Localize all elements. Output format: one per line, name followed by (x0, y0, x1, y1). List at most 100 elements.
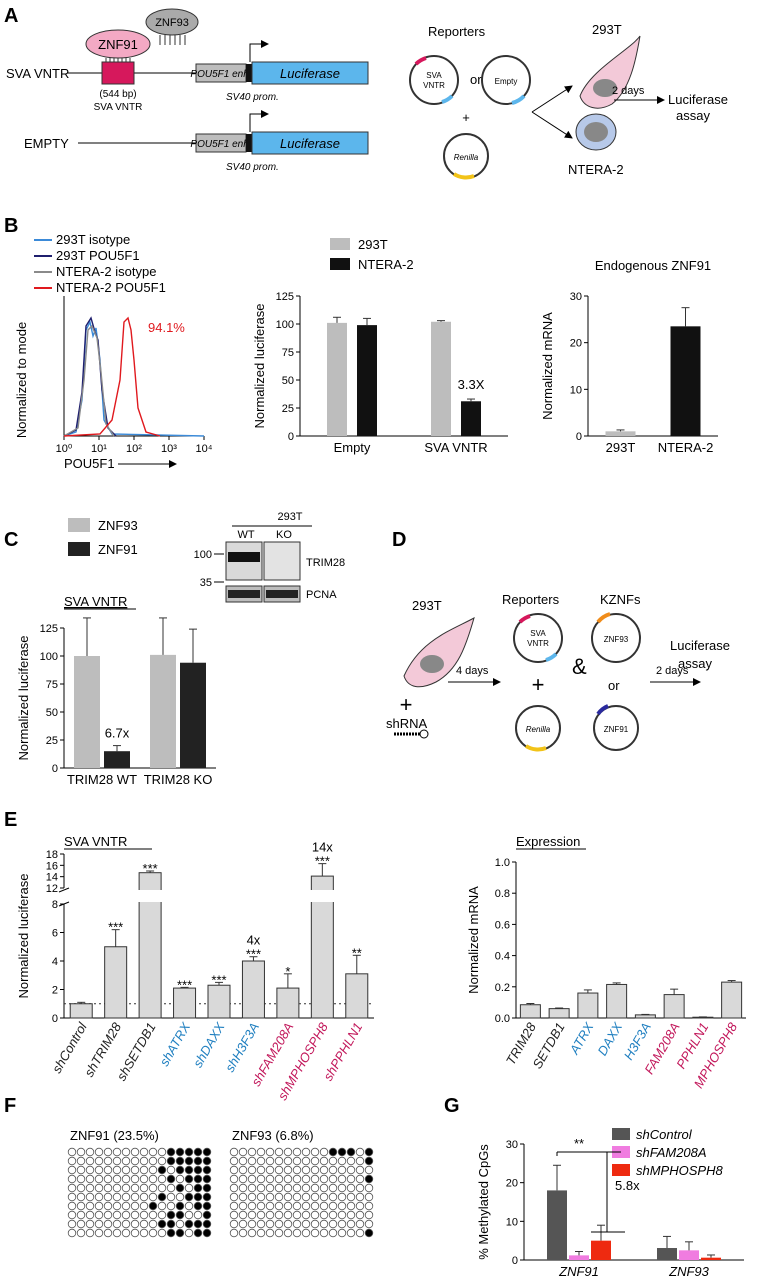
cpg-site (175, 1147, 185, 1157)
cpg-site (175, 1165, 185, 1175)
bar (679, 1250, 699, 1260)
bar (104, 946, 128, 1019)
cpg-site (121, 1219, 131, 1229)
cpg-site (265, 1165, 275, 1175)
cpg-site (139, 1147, 149, 1157)
cpg-site (274, 1156, 284, 1166)
cpg-site (202, 1219, 212, 1229)
cpg-site (229, 1147, 239, 1157)
cpg-site (283, 1183, 293, 1193)
y-tick-label: 75 (46, 679, 58, 691)
y-axis-label: Normalized mRNA (466, 886, 481, 994)
x-tick-label: shATRX (156, 1019, 193, 1069)
y-tick-label: 16 (46, 860, 58, 872)
plus-label: + (462, 110, 470, 125)
cpg-site (355, 1201, 365, 1211)
znf93-protein (145, 8, 199, 36)
cpg-site (184, 1201, 194, 1211)
cpg-site (292, 1210, 302, 1220)
flow-legend-item: 293T POU5F1 (56, 248, 140, 263)
cpg-site (85, 1228, 95, 1238)
panel-label-c: C (4, 529, 18, 551)
cpg-site (67, 1156, 77, 1166)
cpg-site (355, 1219, 365, 1229)
bar (670, 326, 701, 436)
sv40-label: SV40 prom. (226, 92, 279, 103)
cpg-site (337, 1228, 347, 1238)
znf93-fingers (159, 35, 186, 45)
panel-f: F ZNF91 (23.5%) ZNF93 (6.8%) (4, 1095, 374, 1238)
cpg-site (346, 1219, 356, 1229)
cpg-site (202, 1210, 212, 1220)
significance: * (285, 964, 290, 979)
cpg-site (229, 1210, 239, 1220)
y-axis-label: Normalized mRNA (540, 312, 555, 420)
cpg-site (283, 1156, 293, 1166)
cpg-site (157, 1201, 167, 1211)
cpg-site (175, 1156, 185, 1166)
flow-ylabel: Normalized to mode (14, 322, 29, 438)
panel-a: A ZNF93 ZNF91 SVA VNTR (544 bp) SVA VNTR… (4, 5, 728, 180)
cpg-site (247, 1192, 257, 1202)
cpg-site (346, 1228, 356, 1238)
cpg-site (130, 1192, 140, 1202)
lollipop-znf91 (67, 1147, 212, 1238)
flow-legend-item: 293T isotype (56, 232, 130, 247)
legend-label: shFAM208A (636, 1145, 707, 1160)
y-tick-label: 100 (276, 319, 294, 331)
cpg-site (292, 1165, 302, 1175)
cpg-site (166, 1174, 176, 1184)
cpg-site (121, 1147, 131, 1157)
cpg-site (292, 1147, 302, 1157)
cpg-site (148, 1219, 158, 1229)
bar (606, 983, 628, 1019)
cpg-site (175, 1210, 185, 1220)
cpg-site (301, 1192, 311, 1202)
cpg-site (148, 1165, 158, 1175)
cpg-site (193, 1219, 203, 1229)
cpg-site (112, 1219, 122, 1229)
cpg-site (292, 1156, 302, 1166)
luciferase-box (251, 61, 369, 85)
fold-annotation: 5.8x (615, 1178, 640, 1193)
y-tick-label: 50 (46, 707, 58, 719)
bar (721, 981, 743, 1019)
bar (663, 994, 685, 1019)
cpg-site (121, 1156, 131, 1166)
plasmid-empty (481, 55, 531, 105)
cpg-site (364, 1183, 374, 1193)
cpg-site (346, 1192, 356, 1202)
empty-construct-label: EMPTY (24, 136, 69, 151)
cpg-site (328, 1192, 338, 1202)
cpg-site (301, 1174, 311, 1184)
cpg-site (193, 1165, 203, 1175)
cpg-site (130, 1228, 140, 1238)
cpg-site (283, 1228, 293, 1238)
znf91-label: ZNF91 (98, 37, 138, 52)
legend-swatch (612, 1164, 630, 1176)
d-or: or (608, 678, 620, 693)
cpg-site (67, 1147, 77, 1157)
cpg-site (247, 1165, 257, 1175)
cpg-site (85, 1156, 95, 1166)
y-tick-label: 4 (52, 956, 58, 968)
cpg-site (76, 1192, 86, 1202)
d-cell (403, 616, 475, 688)
cpg-site (184, 1210, 194, 1220)
cpg-site (274, 1228, 284, 1238)
cpg-site (85, 1174, 95, 1184)
assay-label-1: Luciferase (668, 92, 728, 107)
fold-annotation: 3.3X (458, 377, 485, 392)
vntr-length: (544 bp) (99, 89, 136, 100)
cpg-site (76, 1219, 86, 1229)
cpg-site (364, 1228, 374, 1238)
cpg-site (229, 1219, 239, 1229)
cpg-site (346, 1165, 356, 1175)
cpg-site (337, 1174, 347, 1184)
cpg-site (112, 1174, 122, 1184)
cpg-site (328, 1183, 338, 1193)
cell-ntera2-label: NTERA-2 (568, 162, 624, 177)
d-renilla: Renilla (526, 725, 551, 734)
cpg-site (148, 1147, 158, 1157)
cpg-site (157, 1219, 167, 1229)
